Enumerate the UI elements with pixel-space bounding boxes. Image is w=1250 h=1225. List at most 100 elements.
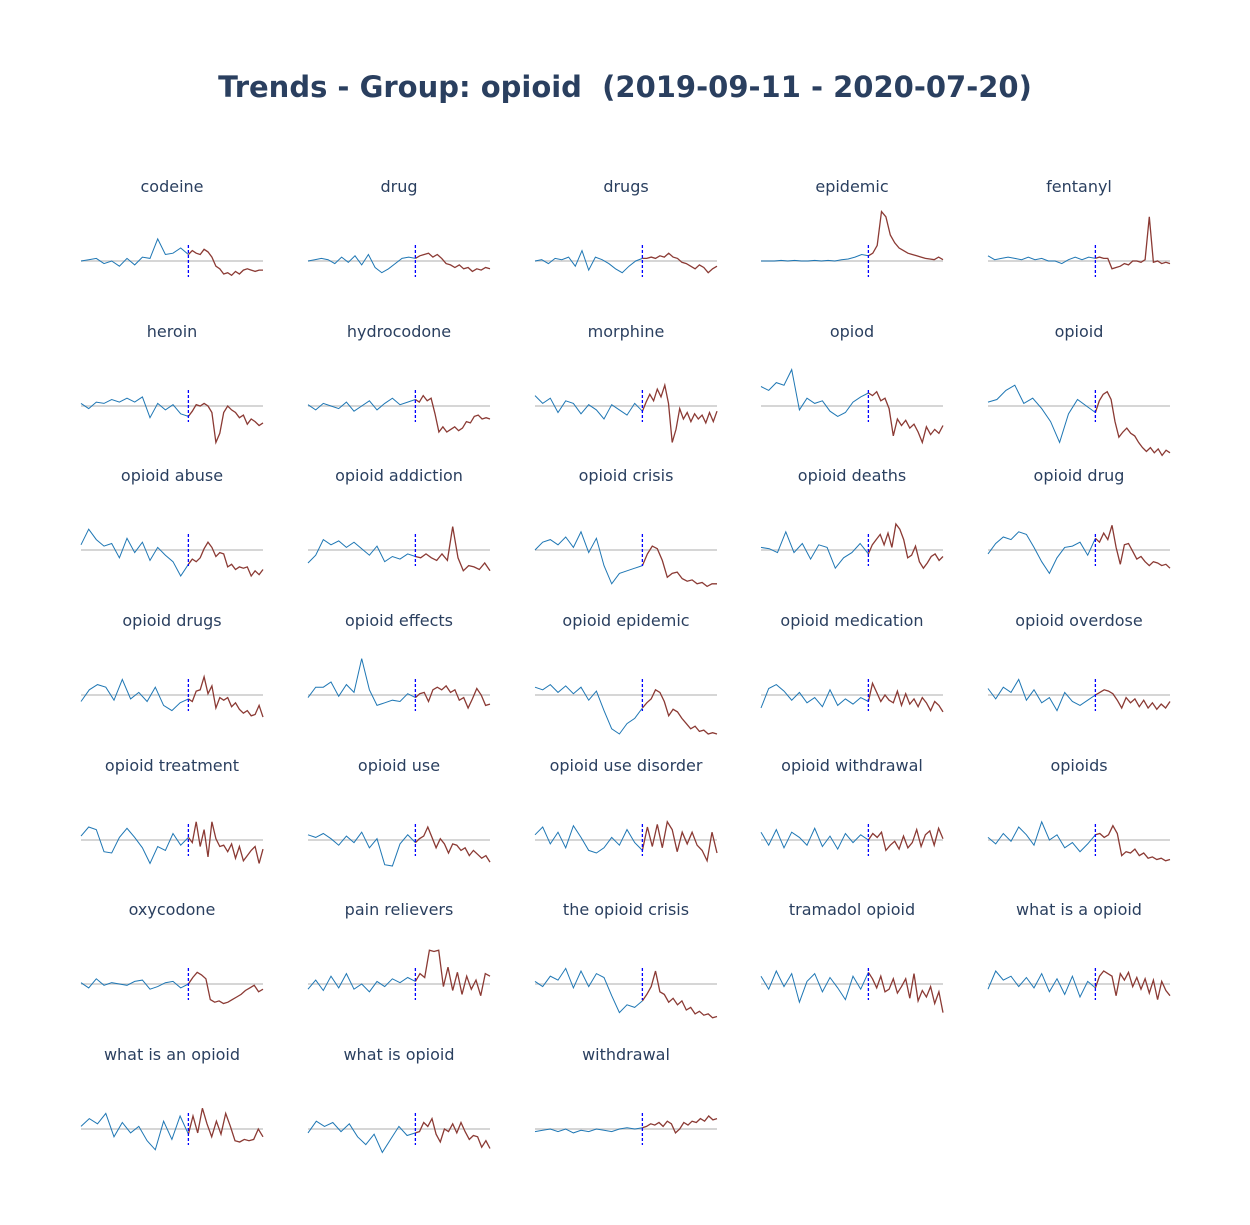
- series-before-line: [987, 820, 1096, 853]
- series-after-line: [642, 252, 718, 274]
- series-before-line: [534, 967, 643, 1014]
- panel-title: drug: [380, 177, 418, 196]
- series-after-line: [642, 1115, 718, 1134]
- series-after-line: [415, 394, 491, 434]
- panel-title: opioid overdose: [1015, 611, 1143, 630]
- series-after-line: [867, 681, 944, 713]
- panel-title: what is a opioid: [1016, 900, 1142, 919]
- sparkline-plot: [80, 237, 263, 277]
- series-before-line: [307, 1120, 416, 1154]
- trend-panel: the opioid crisis: [534, 900, 718, 1019]
- panel-title: opioid drugs: [122, 611, 222, 630]
- sparkline-plot: [307, 526, 491, 572]
- panel-title: opiod: [829, 322, 875, 341]
- series-after-line: [187, 1108, 264, 1143]
- panel-title: opioid: [1054, 322, 1104, 341]
- trend-panel: oxycodone: [80, 900, 264, 1010]
- sparkline-plot: [760, 522, 944, 570]
- trend-panel: pain relievers: [307, 900, 491, 1010]
- series-after-line: [414, 825, 491, 863]
- sparkline-plot: [80, 1108, 264, 1151]
- trend-panel: tramadol opioid: [760, 900, 944, 1013]
- series-before-line: [760, 827, 869, 851]
- trend-panel: opioid withdrawal: [760, 756, 944, 866]
- panel-title: what is opioid: [343, 1045, 455, 1064]
- panel-title: opioid abuse: [120, 466, 224, 485]
- series-before-line: [307, 538, 416, 564]
- series-after-line: [415, 252, 491, 273]
- series-after-line: [867, 826, 944, 852]
- panel-title: heroin: [146, 322, 198, 341]
- trend-panel: opioid effects: [307, 611, 491, 721]
- panel-title: what is an opioid: [103, 1045, 241, 1064]
- series-after-line: [414, 949, 491, 996]
- trend-panel: what is an opioid: [80, 1045, 264, 1155]
- trend-panel: opioid treatment: [80, 756, 264, 866]
- trend-panel: withdrawal: [534, 1045, 718, 1155]
- sparkline-plot: [80, 528, 264, 578]
- series-after-line: [641, 970, 718, 1019]
- panel-title: opioid use disorder: [549, 756, 703, 775]
- series-after-line: [1094, 970, 1171, 1000]
- sparkline-plot: [760, 679, 944, 713]
- sparkline-plot: [760, 968, 944, 1013]
- series-before-line: [534, 1127, 643, 1134]
- sparkline-plot: [534, 1113, 718, 1145]
- series-before-line: [987, 531, 1096, 575]
- series-after-line: [415, 526, 491, 572]
- sparkline-plot: [534, 245, 718, 277]
- series-before-line: [987, 970, 1096, 999]
- series-before-line: [534, 824, 643, 854]
- series-after-line: [641, 545, 717, 588]
- series-after-line: [1095, 216, 1171, 270]
- sparkline-plot: [307, 245, 491, 277]
- trend-panel: opioids: [987, 756, 1171, 866]
- trend-panel: opioid drug: [987, 466, 1171, 576]
- series-after-line: [414, 684, 491, 710]
- series-after-line: [187, 541, 264, 578]
- panel-title: morphine: [587, 322, 665, 341]
- series-before-line: [80, 1112, 189, 1151]
- trend-panel: hydrocodone: [307, 322, 491, 434]
- trend-panel: opioid deaths: [760, 466, 944, 576]
- series-before-line: [534, 249, 643, 274]
- trend-panel: fentanyl: [987, 177, 1171, 287]
- series-after-line: [187, 248, 263, 277]
- series-after-line: [1094, 390, 1171, 457]
- panel-title: withdrawal: [582, 1045, 670, 1064]
- trend-panel: opioid drugs: [80, 611, 264, 721]
- sparkline-plot: [307, 658, 491, 711]
- trend-panel: opiod: [760, 322, 944, 445]
- panel-title: hydrocodone: [346, 322, 452, 341]
- panel-title: epidemic: [815, 177, 889, 196]
- sparkline-plot: [534, 679, 718, 735]
- trend-panel: opioid epidemic: [534, 611, 718, 735]
- panel-title: opioid effects: [345, 611, 453, 630]
- series-before-line: [80, 528, 189, 577]
- trend-panel: opioid medication: [760, 611, 944, 721]
- series-before-line: [534, 683, 643, 735]
- sparkline-plot: [534, 382, 718, 443]
- panel-title: pain relievers: [344, 900, 454, 919]
- series-before-line: [987, 384, 1096, 444]
- trend-panel: drugs: [534, 177, 718, 287]
- sparkline-plot: [307, 949, 491, 1000]
- panel-title: opioid epidemic: [562, 611, 690, 630]
- sparkline-plot: [987, 216, 1171, 277]
- series-before-line: [307, 658, 416, 707]
- series-after-line: [187, 971, 264, 1005]
- series-before-line: [80, 826, 189, 865]
- trend-panel: opioid: [987, 322, 1171, 457]
- series-before-line: [987, 255, 1096, 265]
- trend-panel: opioid addiction: [307, 466, 491, 576]
- panel-title: opioid treatment: [104, 756, 240, 775]
- trend-panel: opioid use disorder: [534, 756, 718, 866]
- trend-panel: epidemic: [761, 177, 944, 287]
- series-after-line: [641, 382, 718, 443]
- sparkline-plot: [80, 821, 264, 865]
- series-after-line: [868, 390, 944, 445]
- series-after-line: [867, 522, 944, 570]
- series-after-line: [641, 820, 718, 863]
- series-after-line: [1094, 525, 1171, 569]
